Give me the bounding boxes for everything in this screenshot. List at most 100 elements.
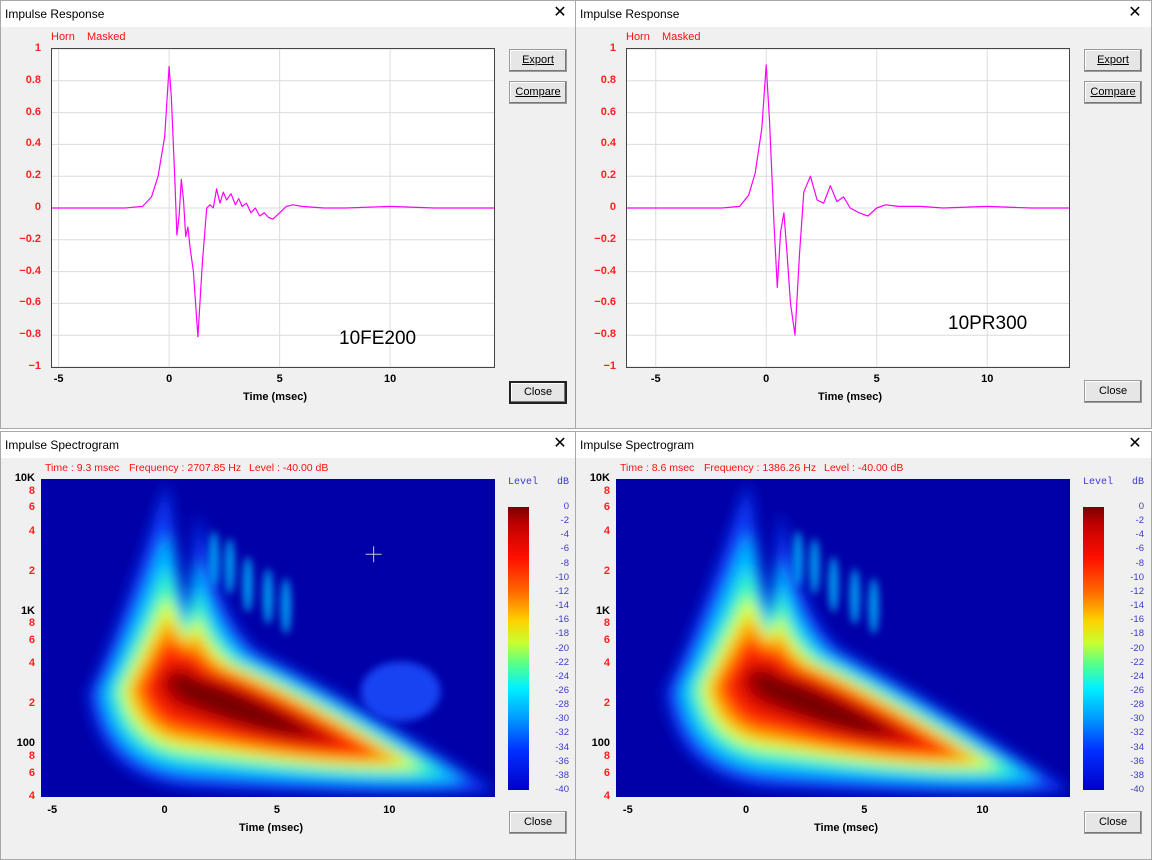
close-button[interactable]: Close (509, 811, 567, 834)
impulse-plot (626, 48, 1070, 368)
impulse-series-line (52, 65, 494, 338)
close-icon[interactable]: ✕ (1128, 4, 1142, 21)
y-tick-label: 100 (16, 737, 35, 750)
y-tick-label: −0.6 (594, 296, 616, 309)
impulse-chart-svg (627, 49, 1069, 367)
ripple-blob (849, 568, 860, 625)
x-tick-label: 5 (873, 373, 880, 385)
export-button[interactable]: Export (509, 49, 567, 72)
model-label: 10FE200 (339, 328, 417, 349)
colorbar-tick-label: -16 (1130, 614, 1144, 626)
colorbar-tick-label: -26 (555, 684, 569, 696)
y-tick-label: 0.4 (25, 137, 41, 150)
spectrogram-plot[interactable] (41, 479, 495, 797)
colorbar-level-label: Level (1083, 477, 1114, 488)
y-tick-label: 0.4 (600, 137, 616, 150)
y-tick-label: −0.4 (19, 264, 41, 277)
y-tick-label: 6 (28, 766, 35, 779)
colorbar-tick-label: -16 (555, 614, 569, 626)
title-bar: Impulse Response ✕ (576, 1, 1151, 27)
y-tick-label: 2 (28, 697, 35, 710)
close-button[interactable]: Close (509, 381, 567, 404)
colorbar-tick-label: -28 (1130, 699, 1144, 711)
export-label: Export (522, 54, 554, 66)
compare-button[interactable]: Compare (509, 81, 567, 104)
y-tick-label: 8 (603, 484, 610, 497)
y-tick-label: 4 (603, 790, 610, 802)
y-tick-label: 6 (603, 501, 610, 514)
colorbar-tick-label: -24 (1130, 670, 1144, 682)
ripple-blob (809, 538, 820, 595)
x-tick-label: 5 (276, 373, 283, 385)
close-button[interactable]: Close (1084, 811, 1142, 834)
colorbar-tick-label: -32 (555, 727, 569, 739)
y-tick-label: 0 (609, 201, 616, 213)
frequency-readout: Frequency : 2707.85 Hz (129, 462, 242, 474)
colorbar-tick-label: -8 (1135, 557, 1144, 569)
spectrogram-plot[interactable] (616, 479, 1070, 797)
impulse-series-line (627, 64, 1069, 336)
export-button[interactable]: Export (1084, 49, 1142, 72)
colorbar-tick-label: -4 (1135, 529, 1144, 541)
model-label: 10PR300 (948, 313, 1028, 334)
x-tick-label: 0 (161, 804, 168, 816)
x-tick-label: -5 (650, 373, 661, 385)
y-tick-label: −0.2 (19, 232, 41, 245)
spectrogram-energy (88, 481, 495, 794)
colorbar-tick-label: -14 (555, 600, 569, 612)
impulse-response-window-left: Impulse Response ✕ Horn Masked Export Co… (0, 0, 577, 429)
window-title: Impulse Response (5, 7, 105, 21)
spectrogram-energy (665, 481, 1070, 794)
spectrogram-svg (88, 481, 495, 794)
y-tick-label: 6 (603, 634, 610, 647)
close-icon[interactable]: ✕ (1128, 435, 1142, 452)
title-bar: Impulse Spectrogram ✕ (576, 432, 1151, 458)
x-tick-label: 0 (763, 373, 770, 385)
colorbar-tick-label: -6 (560, 543, 569, 555)
compare-button[interactable]: Compare (1084, 81, 1142, 104)
colorbar-tick-label: -34 (555, 741, 569, 753)
ripple-blob (828, 556, 839, 613)
level-readout: Level : -40.00 dB (824, 462, 904, 474)
x-tick-label: 5 (861, 804, 868, 816)
y-tick-label: 4 (28, 790, 35, 802)
x-tick-label: -5 (53, 373, 64, 385)
close-icon[interactable]: ✕ (553, 435, 567, 452)
close-icon[interactable]: ✕ (553, 4, 567, 21)
colorbar-tick-label: -36 (555, 755, 569, 767)
title-bar: Impulse Spectrogram ✕ (1, 432, 576, 458)
colorbar-tick-label: -26 (1130, 684, 1144, 696)
y-tick-label: 2 (603, 564, 610, 577)
y-tick-label: 6 (28, 501, 35, 514)
title-bar: Impulse Response ✕ (1, 1, 576, 27)
colorbar-tick-label: -22 (555, 656, 569, 668)
y-tick-label: 1 (609, 42, 616, 54)
colorbar-tick-label: -30 (1130, 713, 1144, 725)
colorbar-tick-label: -34 (1130, 741, 1144, 753)
y-tick-label: 0.8 (600, 73, 616, 86)
masked-label: Masked (87, 31, 126, 43)
colorbar (1083, 507, 1104, 790)
ripple-group (209, 530, 441, 722)
y-tick-label: 8 (28, 484, 35, 497)
close-button[interactable]: Close (1084, 380, 1142, 403)
colorbar-tick-label: -40 (555, 784, 569, 795)
y-tick-label: −1 (28, 360, 41, 372)
y-tick-label: 4 (603, 657, 610, 670)
colorbar-tick-label: -2 (560, 515, 569, 527)
x-tick-label: 10 (383, 804, 396, 816)
colorbar-tick-label: -18 (555, 628, 569, 640)
impulse-chart-svg (52, 49, 494, 367)
y-tick-label: 100 (591, 737, 610, 750)
x-tick-label: 5 (273, 804, 281, 816)
colorbar-tick-label: -30 (555, 713, 569, 725)
y-tick-label: 6 (28, 634, 35, 647)
colorbar-db-label: dB (557, 477, 570, 488)
spectrogram-svg (665, 481, 1070, 794)
y-tick-label: 0.6 (25, 105, 41, 118)
horn-label: Horn (626, 31, 650, 43)
x-axis-label: Time (msec) (814, 822, 878, 834)
y-tick-label: 2 (603, 697, 610, 710)
colorbar-tick-label: -6 (1135, 543, 1144, 555)
colorbar-tick-label: -24 (555, 670, 569, 682)
